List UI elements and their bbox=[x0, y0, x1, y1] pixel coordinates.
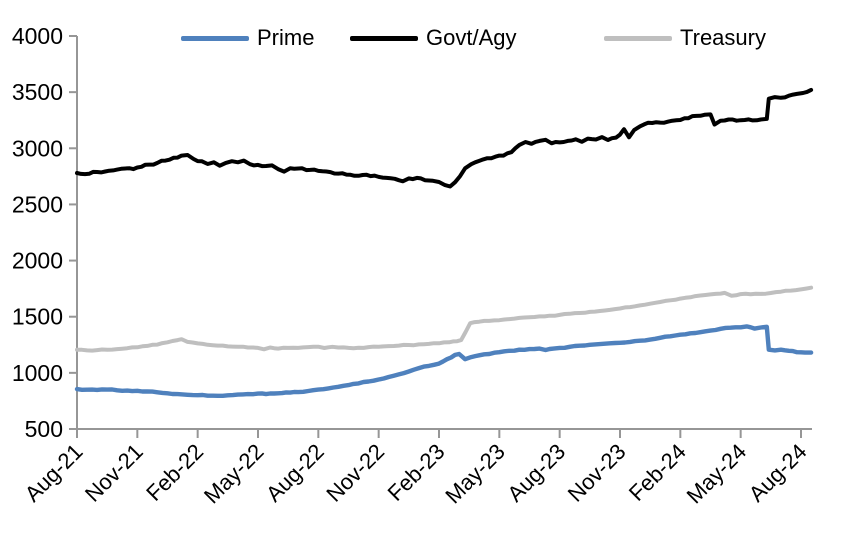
y-axis-tick-label: 1500 bbox=[12, 304, 63, 330]
x-axis-tick-label: May-22 bbox=[199, 439, 269, 509]
series-line-treasury bbox=[75, 285, 814, 353]
x-axis-tick-label: Aug-23 bbox=[502, 439, 570, 507]
x-axis-tick-label: Aug-22 bbox=[261, 439, 329, 507]
x-axis-tick-label: May-23 bbox=[440, 439, 510, 509]
series-line-prime bbox=[74, 324, 814, 398]
y-axis-tick-label: 2500 bbox=[12, 191, 63, 217]
x-axis-tick-label: Feb-22 bbox=[141, 439, 208, 506]
x-axis-tick-label: Aug-21 bbox=[20, 439, 88, 507]
y-axis-tick-label: 500 bbox=[25, 416, 63, 442]
x-axis-tick-label: Nov-23 bbox=[563, 439, 631, 507]
x-axis-tick-label: Aug-24 bbox=[744, 439, 812, 507]
y-axis-tick-label: 3500 bbox=[12, 79, 63, 105]
x-axis-tick-label: Nov-21 bbox=[80, 439, 148, 507]
x-axis-tick-label: Nov-22 bbox=[321, 439, 389, 507]
x-axis-tick-label: May-24 bbox=[682, 439, 752, 509]
y-axis-tick-label: 2000 bbox=[12, 248, 63, 274]
y-axis-tick-label: 1000 bbox=[12, 360, 63, 386]
x-axis-tick-label: Feb-23 bbox=[383, 439, 450, 506]
x-axis-tick-label: Feb-24 bbox=[624, 439, 691, 506]
y-axis-tick-label: 3000 bbox=[12, 135, 63, 161]
series-line-govt-agy bbox=[75, 87, 814, 189]
y-axis-tick-label: 4000 bbox=[12, 23, 63, 49]
